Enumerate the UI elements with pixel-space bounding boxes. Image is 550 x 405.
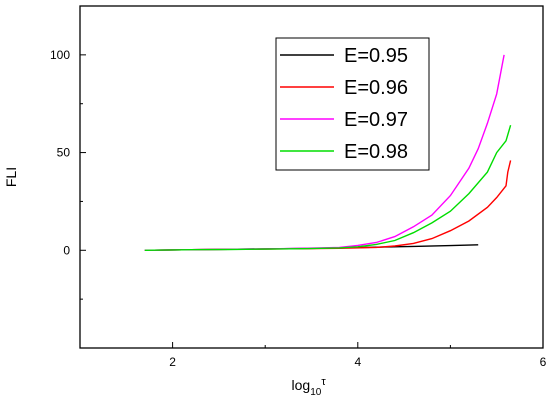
legend-label: E=0.96 <box>344 77 408 99</box>
legend-label: E=0.97 <box>344 109 408 131</box>
y-tick-label: 100 <box>50 48 70 62</box>
legend: E=0.95 E=0.96 E=0.97 E=0.98 <box>275 37 430 171</box>
series-line-e-0-98 <box>144 125 512 251</box>
plot-frame <box>79 5 544 349</box>
x-axis-label-base: log <box>292 377 311 393</box>
plot-area <box>144 54 512 251</box>
y-axis-label: FLI <box>3 167 19 187</box>
y-tick-label: 50 <box>57 146 71 160</box>
x-tick-label: 2 <box>169 355 176 369</box>
y-tick-label: 0 <box>63 243 70 257</box>
axes: 2 4 6 0 50 100 <box>50 5 547 369</box>
x-axis-label: log10τ <box>292 376 327 398</box>
legend-label: E=0.95 <box>344 45 408 67</box>
x-tick-label: 4 <box>354 355 361 369</box>
legend-label: E=0.98 <box>344 141 408 163</box>
x-axis-label-superscript: τ <box>321 376 326 388</box>
x-axis-label-subscript: 10 <box>310 387 322 398</box>
x-tick-label: 6 <box>540 355 547 369</box>
legend-box <box>275 37 430 171</box>
